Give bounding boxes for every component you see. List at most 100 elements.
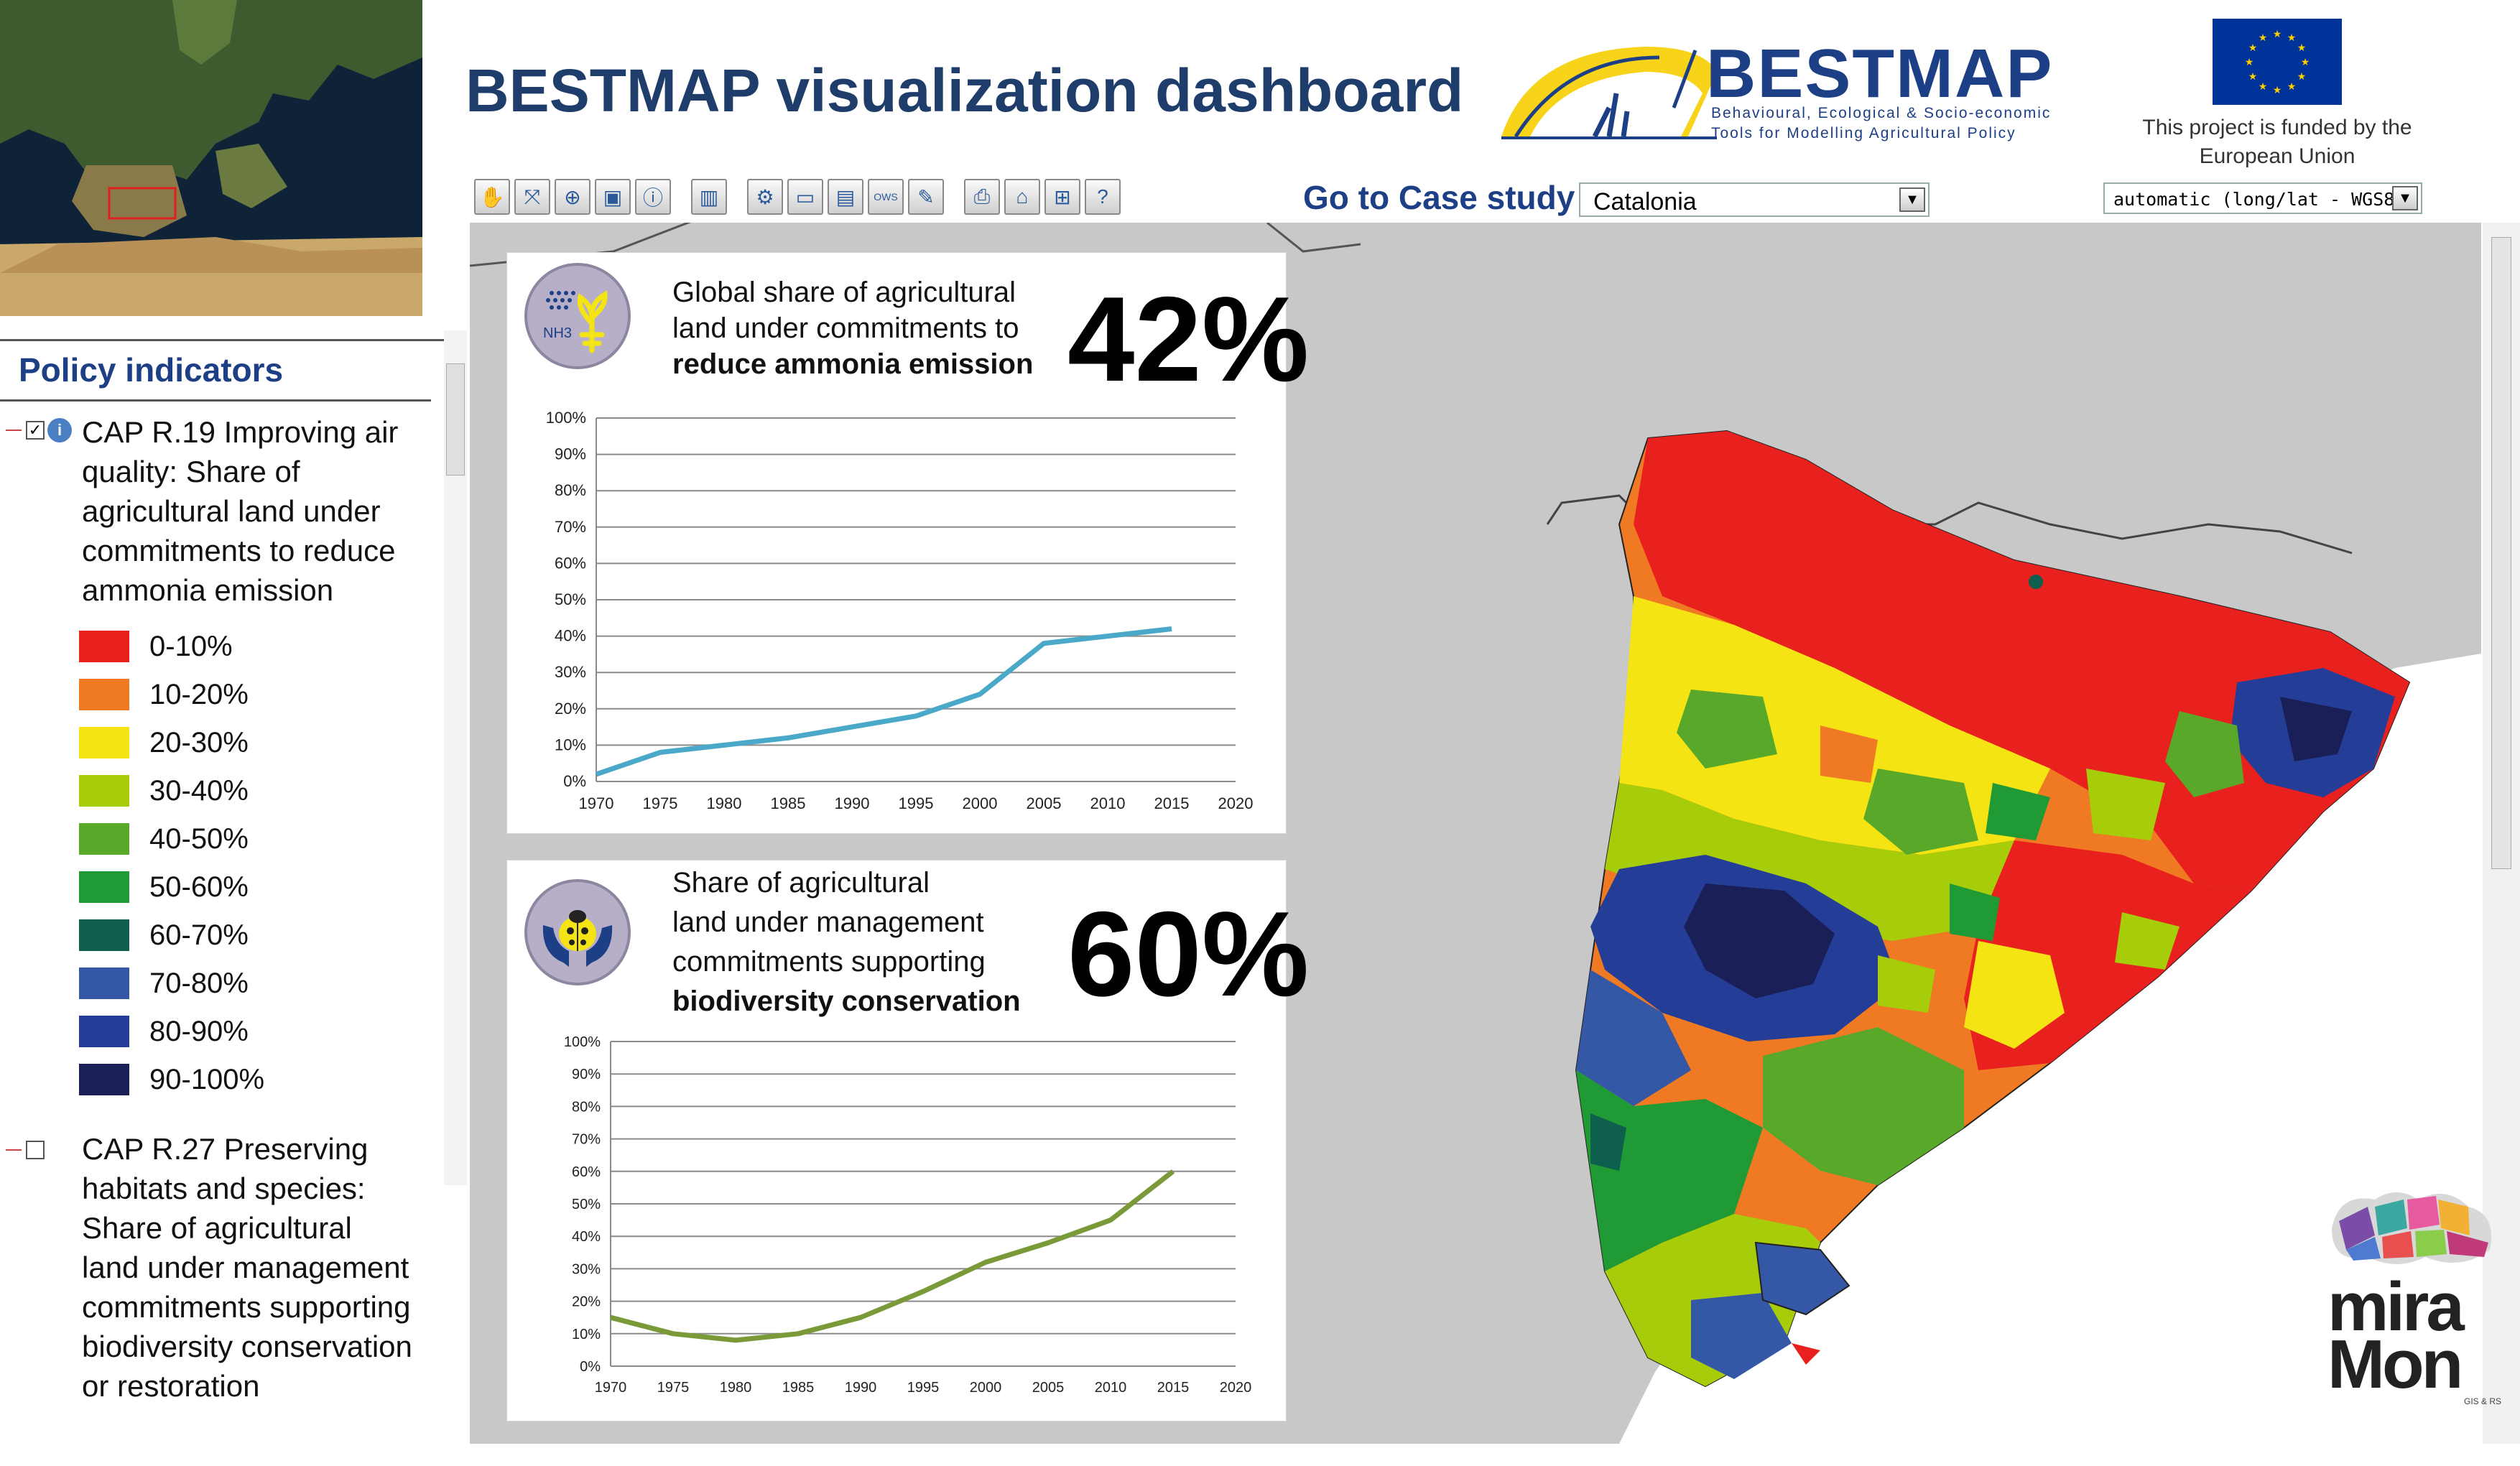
miramon-line-1: mira (2327, 1268, 2465, 1345)
y-tick-label: 40% (572, 1229, 601, 1245)
overview-map-image (0, 0, 422, 316)
chevron-down-icon[interactable]: ▼ (1899, 187, 1925, 212)
legend-label: 0-10% (149, 631, 233, 662)
y-tick-label: 50% (572, 1197, 601, 1212)
legend-item: 20-30% (79, 727, 264, 775)
network-icon[interactable]: ⊞ (1044, 179, 1080, 215)
chevron-down-icon[interactable]: ▼ (2392, 186, 2418, 210)
legend-item: 50-60% (79, 871, 264, 919)
legend-swatch (79, 775, 129, 807)
map-scrollbar-thumb[interactable] (2491, 237, 2511, 869)
bestmap-tagline-2: Tools for Modelling Agricultural Policy (1711, 125, 2016, 142)
panel-scrollbar-thumb[interactable] (446, 363, 465, 475)
case-study-dropdown[interactable]: Catalonia ▼ (1579, 182, 1930, 217)
y-tick-label: 20% (572, 1294, 601, 1310)
x-tick-label: 1980 (720, 1380, 752, 1396)
indicator-1-label[interactable]: CAP R.19 Improving air quality: Share of… (82, 412, 441, 610)
legend-label: 10-20% (149, 679, 249, 710)
series-line (595, 626, 1172, 777)
legend-label: 40-50% (149, 823, 249, 855)
indicator-2-line: land under management (82, 1251, 409, 1284)
card2-line: land under management (672, 906, 984, 938)
overview-map[interactable] (0, 0, 422, 316)
legend-label: 50-60% (149, 871, 249, 903)
indicator-2-label[interactable]: CAP R.27 Preserving habitats and species… (82, 1129, 441, 1406)
svg-text:★: ★ (2297, 42, 2307, 53)
y-tick-label: 90% (572, 1067, 601, 1082)
legend-label: 80-90% (149, 1016, 249, 1047)
y-tick-label: 60% (572, 1164, 601, 1180)
y-tick-label: 30% (572, 1261, 601, 1277)
layers-icon[interactable]: ▤ (828, 179, 863, 215)
info-icon[interactable]: i (47, 418, 72, 442)
ammonia-plant-icon: NH3 (524, 263, 631, 369)
y-tick-label: 70% (572, 1132, 601, 1148)
svg-text:★: ★ (2245, 56, 2254, 68)
x-tick-label: 1970 (579, 794, 614, 812)
miramon-line-2: Mon (2327, 1326, 2463, 1403)
film-icon[interactable]: ▥ (691, 179, 727, 215)
legend-label: 90-100% (149, 1064, 265, 1095)
svg-text:NH3: NH3 (543, 325, 572, 341)
home-icon[interactable]: ⌂ (1004, 179, 1040, 215)
svg-text:★: ★ (2287, 80, 2297, 92)
y-tick-label: 10% (555, 736, 586, 753)
miramon-logo-icon (2332, 1192, 2491, 1264)
zoom-in-icon[interactable]: ⊕ (555, 179, 590, 215)
indicator-2-line: CAP R.27 Preserving (82, 1132, 369, 1166)
legend-item: 60-70% (79, 919, 264, 968)
miramon-wordmark: mira Mon (2327, 1268, 2465, 1403)
x-tick-label: 1985 (771, 794, 806, 812)
catalonia-choropleth (1575, 430, 2411, 1388)
overview-extent-box (108, 187, 177, 220)
edit-icon[interactable]: ✎ (908, 179, 944, 215)
svg-text:★: ★ (2287, 32, 2297, 43)
legend-swatch (79, 919, 129, 951)
legend-item: 30-40% (79, 775, 264, 823)
indicator-2-line: or restoration (82, 1369, 260, 1403)
x-tick-label: 1990 (835, 794, 870, 812)
ows-icon[interactable]: OWS (868, 179, 904, 215)
x-tick-label: 2000 (963, 794, 998, 812)
zoom-extent-icon[interactable]: ⤧ (514, 179, 550, 215)
legend-label: 30-40% (149, 775, 249, 807)
chart-ammonia: 0% 10% 20% 30% 40% 50% 60% 70% 80% 90% 100% 1970 197… (546, 409, 1254, 812)
card1-line: land under commitments to (672, 312, 1019, 344)
legend-item: 70-80% (79, 968, 264, 1016)
indicator-2-checkbox[interactable] (26, 1141, 45, 1159)
x-tick-label: 2015 (1157, 1380, 1190, 1396)
indicator-1-line: quality: Share of (82, 455, 300, 488)
y-tick-label: 40% (555, 627, 586, 645)
hand-pan-icon[interactable]: ✋ (474, 179, 510, 215)
map-toolbar: ✋ ⤧ ⊕ ▣ ⓘ ▥ ⚙ ▭ ▤ OWS ✎ ⎙ ⌂ ⊞? (474, 177, 1125, 217)
legend-swatch (79, 631, 129, 662)
y-tick-label: 30% (555, 663, 586, 681)
ladybug-hands-icon (524, 879, 631, 985)
legend-label: 70-80% (149, 968, 249, 999)
svg-text:★: ★ (2248, 42, 2258, 53)
indicator-1-checkbox[interactable]: ✓ (26, 421, 45, 440)
y-tick-label: 10% (572, 1327, 601, 1342)
settings-icon[interactable]: ⚙ (747, 179, 783, 215)
x-tick-label: 1995 (907, 1380, 940, 1396)
legend-swatch (79, 968, 129, 999)
legend-swatch (79, 871, 129, 903)
help-icon[interactable]: ? (1085, 179, 1121, 215)
y-tick-label: 100% (546, 409, 586, 427)
indicator-2-line: commitments supporting (82, 1290, 411, 1324)
svg-text:★: ★ (2273, 28, 2282, 40)
zoom-window-icon[interactable]: ▣ (595, 179, 631, 215)
info-query-icon[interactable]: ⓘ (635, 179, 671, 215)
indicator-2-line: Share of agricultural (82, 1211, 352, 1245)
x-tick-label: 2005 (1027, 794, 1062, 812)
policy-indicators-heading: Policy indicators (19, 351, 284, 389)
crs-value: automatic (long/lat - WGS84) (2113, 189, 2417, 210)
x-tick-label: 2005 (1032, 1380, 1065, 1396)
y-tick-label: 70% (555, 518, 586, 536)
svg-text:★: ★ (2301, 56, 2310, 68)
window-icon[interactable]: ▭ (787, 179, 823, 215)
print-icon[interactable]: ⎙ (964, 179, 1000, 215)
crs-dropdown[interactable]: automatic (long/lat - WGS84) ▼ (2103, 182, 2422, 214)
legend-item: 40-50% (79, 823, 264, 871)
catalonia-map (470, 223, 2481, 1444)
